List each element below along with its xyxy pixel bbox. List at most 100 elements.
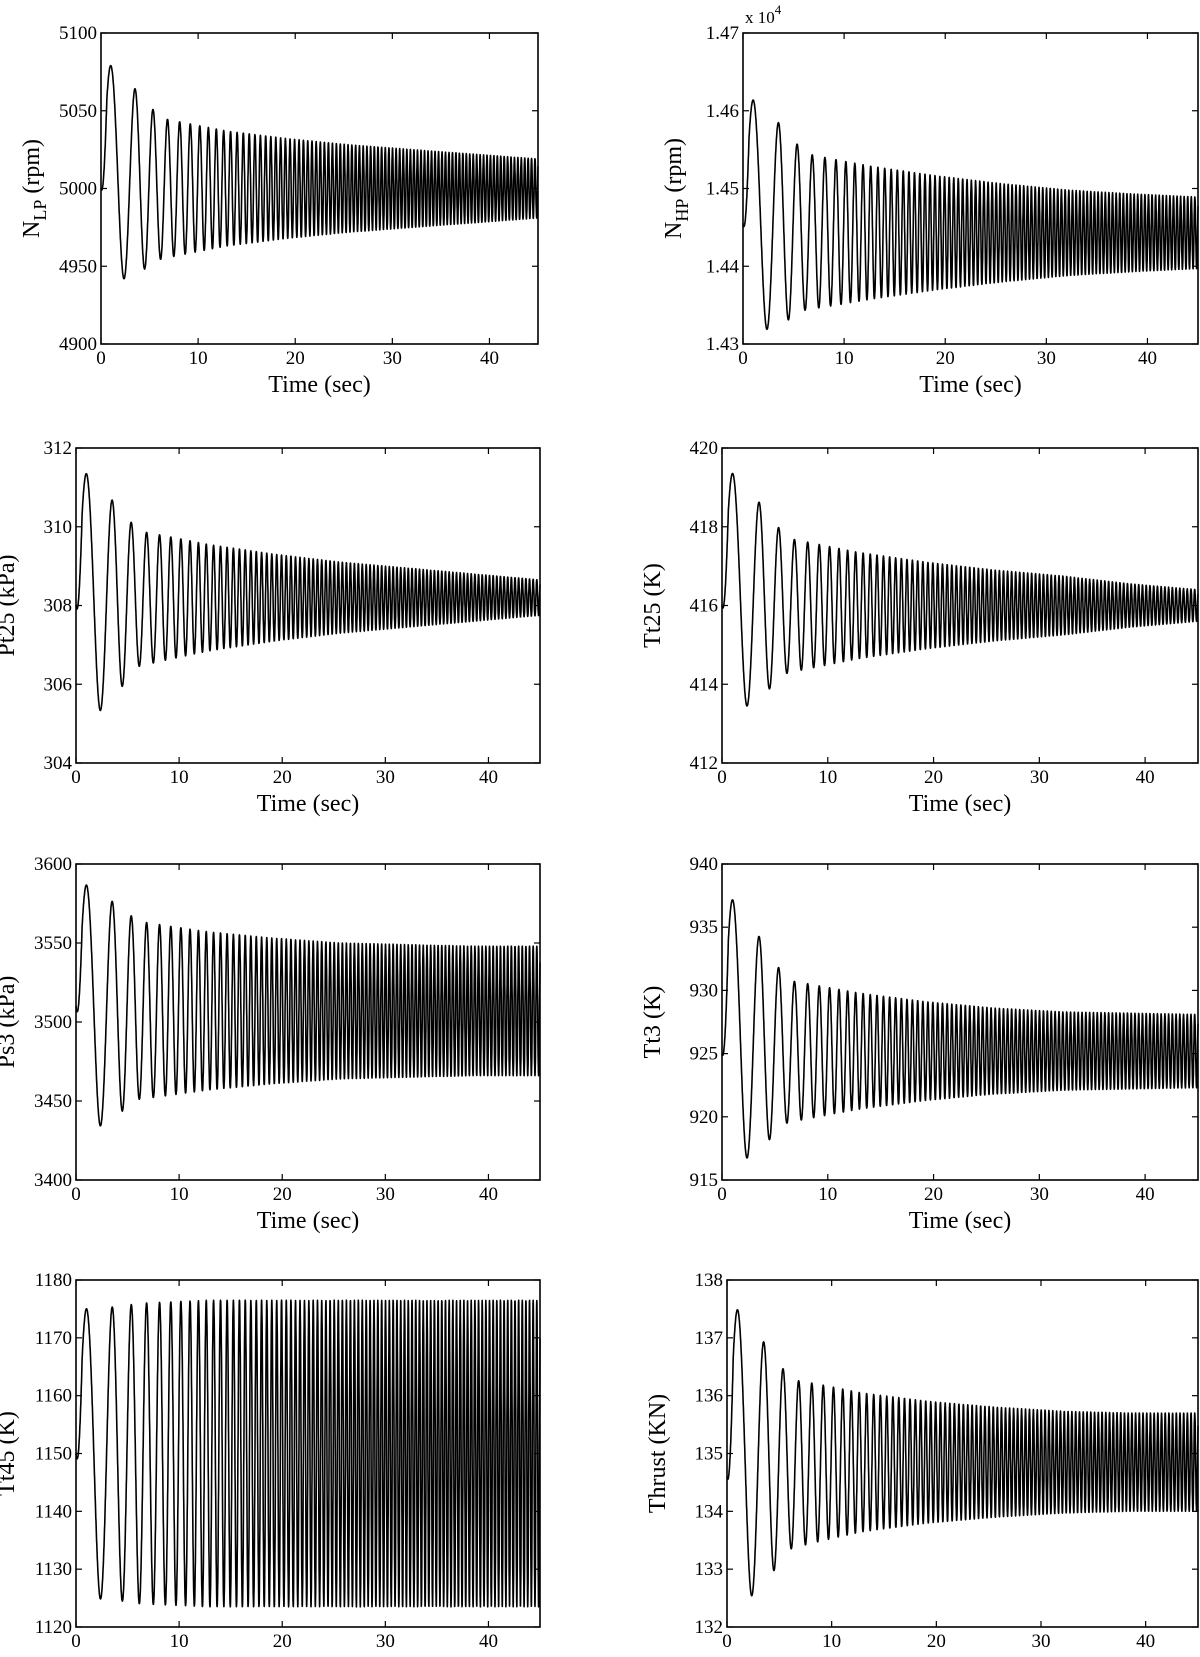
y-tick-label: 312 — [44, 438, 73, 459]
y-tick-label: 1180 — [35, 1270, 72, 1291]
y-tick-label: 3550 — [34, 933, 72, 954]
x-tick-label: 20 — [936, 348, 955, 369]
y-tick-label: 135 — [695, 1444, 724, 1465]
x-tick-label: 0 — [71, 1184, 81, 1205]
x-tick-label: 40 — [479, 1184, 498, 1205]
y-tick-label: 920 — [690, 1107, 719, 1128]
x-tick-label: 10 — [189, 348, 208, 369]
x-tick-label: 30 — [1037, 348, 1056, 369]
y-tick-label: 3500 — [34, 1012, 72, 1033]
y-axis-label: Tt25 (K) — [640, 563, 666, 648]
x-axis-label: Time (sec) — [257, 1208, 359, 1234]
y-tick-label: 4950 — [59, 256, 97, 277]
y-tick-label: 306 — [44, 674, 73, 695]
chart-thrust: 0 10 20 30 40 132 133 134 135 136 137 138 Time (sec)… — [645, 1270, 1199, 1657]
x-tick-label: 40 — [1136, 1631, 1155, 1652]
chart-tt25: 0 10 20 30 40 412 414 416 418 420 Time (sec) Tt25 (… — [640, 438, 1199, 817]
series-line-tt3 — [721, 899, 1199, 1159]
x-tick-label: 10 — [170, 1631, 189, 1652]
x-tick-label: 30 — [1032, 1631, 1051, 1652]
y-tick-label: 5050 — [59, 101, 97, 122]
x-axis-label: Time (sec) — [909, 791, 1011, 817]
y-axis-label: Tt3 (K) — [640, 986, 666, 1059]
x-tick-label: 0 — [71, 767, 81, 788]
x-tick-label: 10 — [818, 1184, 837, 1205]
plot-frame — [721, 863, 1199, 1181]
series-line-thrust — [726, 1309, 1199, 1597]
y-tick-label: 1130 — [35, 1559, 72, 1580]
x-tick-label: 30 — [376, 1184, 395, 1205]
chart-pt25: 0 10 20 30 40 304 306 308 310 312 Time (sec) Pt25 (… — [0, 438, 541, 817]
y-tick-label: 134 — [695, 1501, 724, 1522]
y-tick-label: 915 — [690, 1170, 719, 1191]
x-tick-label: 10 — [170, 767, 189, 788]
x-tick-label: 20 — [273, 1631, 292, 1652]
y-tick-label: 4900 — [59, 334, 97, 355]
y-tick-label: 5100 — [59, 23, 97, 44]
y-tick-label: 414 — [690, 674, 719, 695]
y-multiplier: x 104 — [745, 2, 782, 27]
x-axis-label: Time (sec) — [911, 1655, 1013, 1657]
x-tick-label: 0 — [717, 1184, 727, 1205]
x-tick-label: 30 — [383, 348, 402, 369]
y-tick-label: 420 — [690, 438, 719, 459]
y-tick-label: 5000 — [59, 179, 97, 200]
y-tick-label: 1170 — [35, 1328, 72, 1349]
series-line-nhp — [742, 99, 1199, 331]
y-tick-label: 1120 — [35, 1617, 72, 1638]
y-tick-label: 1160 — [35, 1386, 72, 1407]
y-tick-label: 1.47 — [706, 23, 739, 44]
x-axis-label: Time (sec) — [909, 1208, 1011, 1234]
y-tick-label: 412 — [690, 753, 719, 774]
x-axis-label: Time (sec) — [268, 372, 370, 398]
x-tick-label: 10 — [822, 1631, 841, 1652]
y-tick-label: 3400 — [34, 1170, 72, 1191]
x-tick-label: 20 — [273, 1184, 292, 1205]
y-tick-label: 1.43 — [706, 334, 739, 355]
x-tick-label: 30 — [376, 1631, 395, 1652]
x-tick-label: 0 — [722, 1631, 732, 1652]
y-tick-label: 416 — [690, 596, 719, 617]
y-tick-label: 1.46 — [706, 101, 739, 122]
x-tick-label: 10 — [818, 767, 837, 788]
y-axis-label: Tt45 (K) — [0, 1411, 20, 1496]
x-tick-label: 40 — [1138, 348, 1157, 369]
y-tick-label: 3450 — [34, 1091, 72, 1112]
chart-tt3: 0 10 20 30 40 915 920 925 930 935 940 Time (sec) Tt3… — [640, 854, 1199, 1234]
y-tick-label: 418 — [690, 517, 719, 538]
x-axis-label: Time (sec) — [257, 1655, 359, 1657]
y-tick-label: 940 — [690, 854, 719, 875]
x-tick-label: 20 — [286, 348, 305, 369]
x-tick-label: 0 — [96, 348, 106, 369]
x-tick-label: 0 — [717, 767, 727, 788]
y-tick-label: 1.44 — [706, 256, 740, 277]
x-tick-label: 40 — [480, 348, 499, 369]
x-tick-label: 30 — [1030, 767, 1049, 788]
x-tick-label: 20 — [924, 767, 943, 788]
y-tick-label: 136 — [695, 1386, 724, 1407]
x-tick-label: 20 — [927, 1631, 946, 1652]
series-line-ps3 — [75, 884, 541, 1127]
x-tick-label: 20 — [924, 1184, 943, 1205]
y-tick-label: 1.45 — [706, 179, 739, 200]
y-tick-label: 132 — [695, 1617, 724, 1638]
x-tick-label: 0 — [738, 348, 748, 369]
y-tick-label: 1150 — [35, 1444, 72, 1465]
chart-ps3: 0 10 20 30 40 3400 3450 3500 3550 3600 Time (sec) P… — [0, 854, 541, 1234]
y-axis-label: Ps3 (kPa) — [0, 976, 20, 1069]
x-tick-label: 20 — [273, 767, 292, 788]
y-tick-label: 1140 — [35, 1501, 72, 1522]
y-axis-label: Pt25 (kPa) — [0, 555, 20, 657]
y-tick-label: 308 — [44, 596, 73, 617]
y-tick-label: 138 — [695, 1270, 724, 1291]
y-tick-label: 310 — [44, 517, 73, 538]
x-tick-label: 40 — [479, 1631, 498, 1652]
x-tick-label: 30 — [1030, 1184, 1049, 1205]
x-tick-label: 40 — [1136, 767, 1155, 788]
x-tick-label: 30 — [376, 767, 395, 788]
chart-nlp: 0 10 20 30 40 4900 4950 5000 5050 5100 Time (sec) N… — [19, 23, 539, 398]
chart-tt45: 0 10 20 30 40 1120 1130 1140 1150 1160 1170 1180 Tim… — [0, 1270, 541, 1657]
series-line-nlp — [100, 64, 539, 280]
y-tick-label: 3600 — [34, 854, 72, 875]
